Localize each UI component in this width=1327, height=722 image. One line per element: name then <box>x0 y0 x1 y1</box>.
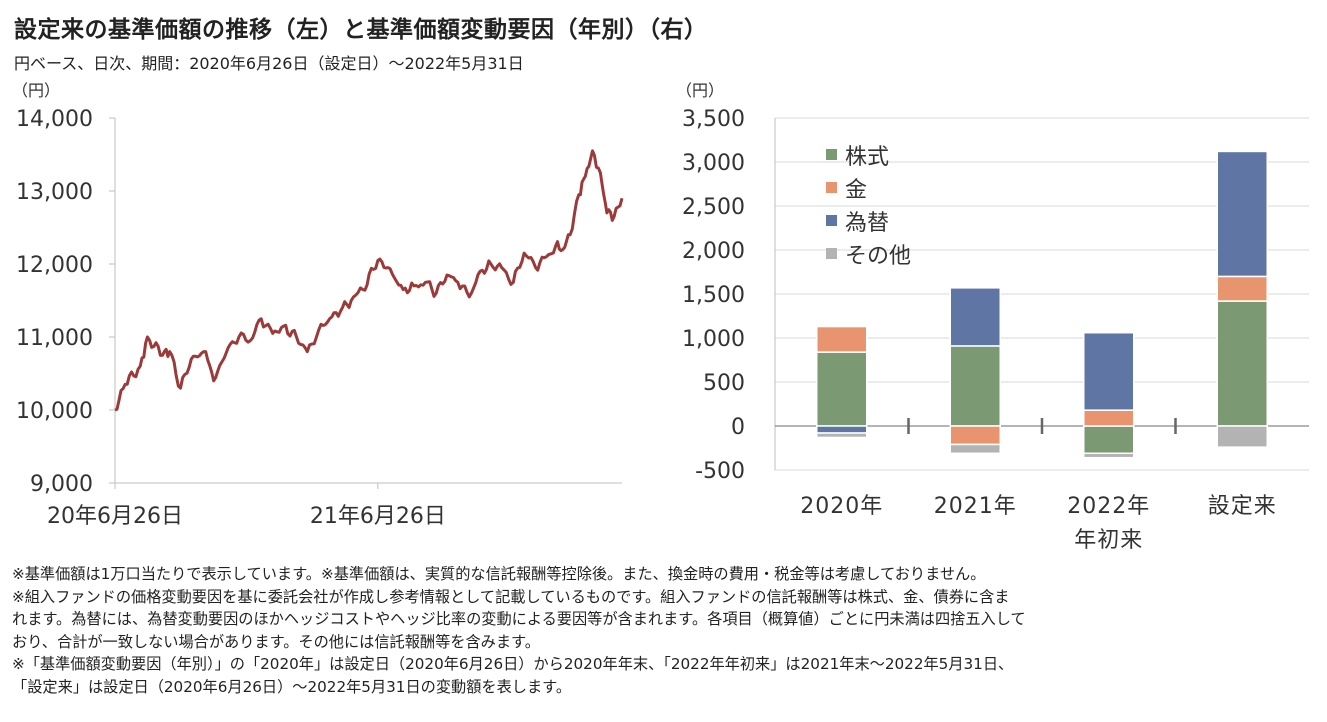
footnote-line: ※組入ファンドの価格変動要因を基に委託会社が作成し参考情報として記載しているもの… <box>12 587 1010 606</box>
bar-segment <box>1216 150 1268 278</box>
left-y-tick-label: 14,000 <box>16 107 93 132</box>
bar-segment <box>816 325 868 353</box>
legend-label: 株式 <box>845 145 889 170</box>
bar-segment <box>949 345 1001 427</box>
category-label: 2020年 <box>800 494 883 519</box>
legend-swatch <box>826 215 837 226</box>
right-y-unit-label: （円） <box>676 81 724 100</box>
right-y-tick-label: 2,500 <box>682 195 745 220</box>
footnotes: ※基準価額は1万口当たりで表示しています。※基準価額は、実質的な信託報酬等控除後… <box>12 563 1317 698</box>
right-y-tick-label: 3,000 <box>682 151 745 176</box>
right-y-tick-label: 2,000 <box>682 239 745 264</box>
category-label: 設定来 <box>1208 494 1277 519</box>
bar-segment <box>816 425 868 434</box>
nav-line <box>114 149 624 412</box>
bar-segment <box>816 351 868 427</box>
left-y-tick-label: 12,000 <box>16 253 93 278</box>
left-x-tick-label: 21年6月26日 <box>310 504 446 529</box>
bar-segment <box>1216 425 1268 448</box>
footnote-line: れます。為替には、為替変動要因のほかヘッジコストやヘッジ比率の変動による要因等が… <box>12 610 1026 628</box>
category-label: 2022年 <box>1067 494 1150 519</box>
left-y-unit-label: （円） <box>12 81 60 100</box>
right-y-tick-label: 3,500 <box>682 107 745 132</box>
right-y-tick-label: 1,500 <box>682 283 745 308</box>
category-label: 2021年 <box>934 494 1017 519</box>
category-label: 年初来 <box>1074 528 1143 553</box>
bar-segment <box>816 432 868 439</box>
bar-segment <box>949 425 1001 446</box>
bar-segment <box>1083 331 1135 411</box>
legend-label: 金 <box>845 178 867 203</box>
footnote-line: 「設定来」は設定日（2020年6月26日）～2022年5月31日の変動額を表しま… <box>12 677 572 696</box>
legend-swatch <box>826 182 837 193</box>
bar-segment <box>1083 409 1135 427</box>
page-title: 設定来の基準価額の推移（左）と基準価額変動要因（年別）（右） <box>14 17 708 43</box>
legend-swatch <box>826 248 837 259</box>
footnote-line: ※「基準価額変動要因（年別）」の「2020年」は設定日（2020年6月26日）か… <box>12 655 1014 673</box>
left-y-tick-label: 13,000 <box>16 180 93 205</box>
bar-segment <box>1216 275 1268 302</box>
legend-label: その他 <box>845 244 911 269</box>
legend-label: 為替 <box>845 211 889 236</box>
left-y-tick-label: 11,000 <box>16 326 93 351</box>
bar-segment <box>1083 425 1135 455</box>
left-x-tick-label: 20年6月26日 <box>47 504 183 529</box>
charts-canvas: （円） 9,000 10,000 11,000 12,000 13,000 14,000 20… <box>12 81 1309 553</box>
right-y-tick-label: -500 <box>695 459 745 484</box>
legend-swatch <box>826 149 837 160</box>
right-y-tick-label: 0 <box>731 415 745 440</box>
bar-segment <box>1083 452 1135 459</box>
bar-segment <box>949 287 1001 347</box>
left-y-tick-label: 9,000 <box>30 472 93 497</box>
bar-segment <box>1216 300 1268 427</box>
footnote-line: ※基準価額は1万口当たりで表示しています。※基準価額は、実質的な信託報酬等控除後… <box>12 565 986 583</box>
right-y-tick-label: 1,000 <box>682 327 745 352</box>
left-y-tick-label: 10,000 <box>16 399 93 424</box>
chart-subtitle: 円ベース、日次、期間：2020年6月26日（設定日）～2022年5月31日 <box>14 54 524 73</box>
footnote-line: おり、合計が一致しない場合があります。その他には信託報酬等を含みます。 <box>12 632 540 651</box>
right-y-tick-label: 500 <box>703 371 745 396</box>
bar-segment <box>949 443 1001 455</box>
